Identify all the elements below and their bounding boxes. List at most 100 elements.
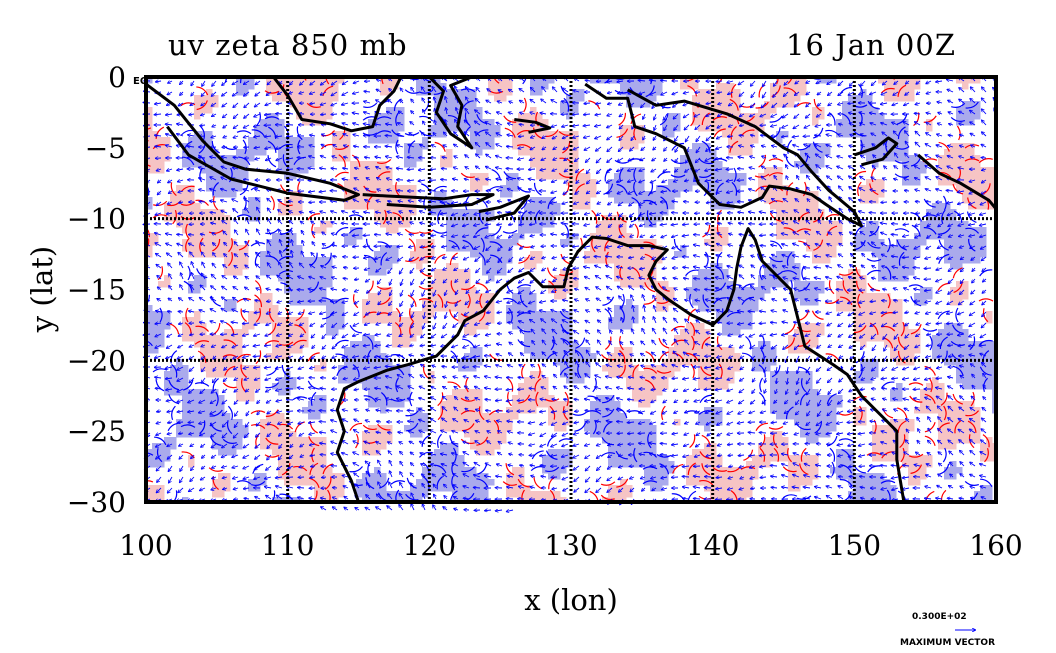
vorticity-cell (818, 323, 825, 330)
vorticity-cell (884, 299, 891, 306)
vorticity-cell (890, 77, 897, 84)
vorticity-cell (722, 299, 729, 306)
vorticity-cell (188, 137, 195, 144)
vorticity-cell (524, 137, 531, 144)
vorticity-cell (218, 485, 225, 492)
vorticity-cell (548, 161, 555, 168)
vorticity-cell (386, 89, 393, 96)
vorticity-cell (278, 425, 285, 432)
vorticity-cell (938, 167, 945, 174)
vorticity-cell (236, 185, 243, 192)
vorticity-cell (176, 359, 183, 366)
vorticity-cell (644, 257, 651, 264)
vorticity-cell (248, 83, 255, 90)
vorticity-cell (740, 491, 747, 498)
vorticity-cell (404, 197, 411, 204)
vorticity-cell (290, 173, 297, 180)
vorticity-cell (230, 371, 237, 378)
vorticity-cell (620, 191, 627, 198)
vorticity-cell (374, 443, 381, 450)
vorticity-cell (752, 455, 759, 462)
vorticity-cell (794, 95, 801, 102)
vorticity-cell (794, 269, 801, 276)
vorticity-cell (218, 245, 225, 252)
vorticity-cell (254, 371, 261, 378)
vorticity-cell (812, 113, 819, 120)
vorticity-cell (290, 437, 297, 444)
vorticity-cell (920, 233, 927, 240)
vorticity-cell (320, 77, 327, 84)
vorticity-cell (632, 317, 639, 324)
vorticity-cell (950, 401, 957, 408)
vorticity-cell (458, 275, 465, 282)
vorticity-cell (392, 401, 399, 408)
vorticity-cell (674, 251, 681, 258)
vorticity-cell (308, 161, 315, 168)
vorticity-cell (392, 197, 399, 204)
vorticity-cell (272, 341, 279, 348)
vorticity-cell (578, 191, 585, 198)
vorticity-cell (920, 293, 927, 300)
vorticity-cell (872, 299, 879, 306)
vorticity-cell (266, 305, 273, 312)
vorticity-cell (956, 407, 963, 414)
vorticity-cell (746, 479, 753, 486)
vorticity-cell (878, 257, 885, 264)
vorticity-cell (404, 221, 411, 228)
vorticity-cell (548, 341, 555, 348)
vorticity-cell (326, 107, 333, 114)
vorticity-cell (692, 119, 699, 126)
vorticity-cell (704, 305, 711, 312)
vorticity-cell (470, 473, 477, 480)
vorticity-cell (434, 191, 441, 198)
vorticity-cell (626, 347, 633, 354)
vorticity-cell (632, 257, 639, 264)
vorticity-cell (392, 257, 399, 264)
vorticity-cell (902, 167, 909, 174)
vorticity-cell (620, 443, 627, 450)
vorticity-cell (338, 137, 345, 144)
vorticity-cell (470, 221, 477, 228)
vorticity-cell (896, 359, 903, 366)
vorticity-cell (908, 329, 915, 336)
vorticity-cell (542, 209, 549, 216)
vorticity-cell (482, 431, 489, 438)
vorticity-cell (620, 125, 627, 132)
vorticity-cell (854, 299, 861, 306)
vorticity-cell (644, 473, 651, 480)
vorticity-cell (488, 251, 495, 258)
vorticity-cell (746, 311, 753, 318)
vorticity-cell (206, 167, 213, 174)
vorticity-cell (620, 185, 627, 192)
vorticity-cell (314, 227, 321, 234)
vorticity-cell (314, 287, 321, 294)
vorticity-cell (218, 341, 225, 348)
vorticity-cell (266, 137, 273, 144)
vorticity-cell (542, 467, 549, 474)
vorticity-cell (440, 419, 447, 426)
vorticity-cell (356, 173, 363, 180)
vorticity-cell (188, 389, 195, 396)
vorticity-cell (656, 203, 663, 210)
vorticity-cell (326, 317, 333, 324)
vorticity-cell (764, 197, 771, 204)
vorticity-cell (764, 287, 771, 294)
vorticity-cell (584, 191, 591, 198)
vorticity-cell (458, 293, 465, 300)
vorticity-cell (218, 407, 225, 414)
vorticity-cell (194, 419, 201, 426)
vorticity-cell (362, 341, 369, 348)
vorticity-cell (866, 293, 873, 300)
vorticity-cell (614, 443, 621, 450)
vorticity-cell (524, 113, 531, 120)
vorticity-cell (224, 191, 231, 198)
vorticity-cell (272, 449, 279, 456)
vorticity-cell (206, 89, 213, 96)
vorticity-cell (932, 335, 939, 342)
vorticity-cell (578, 365, 585, 372)
vorticity-cell (386, 179, 393, 186)
vorticity-cell (512, 131, 519, 138)
vorticity-cell (860, 359, 867, 366)
vorticity-cell (296, 161, 303, 168)
vorticity-cell (548, 173, 555, 180)
